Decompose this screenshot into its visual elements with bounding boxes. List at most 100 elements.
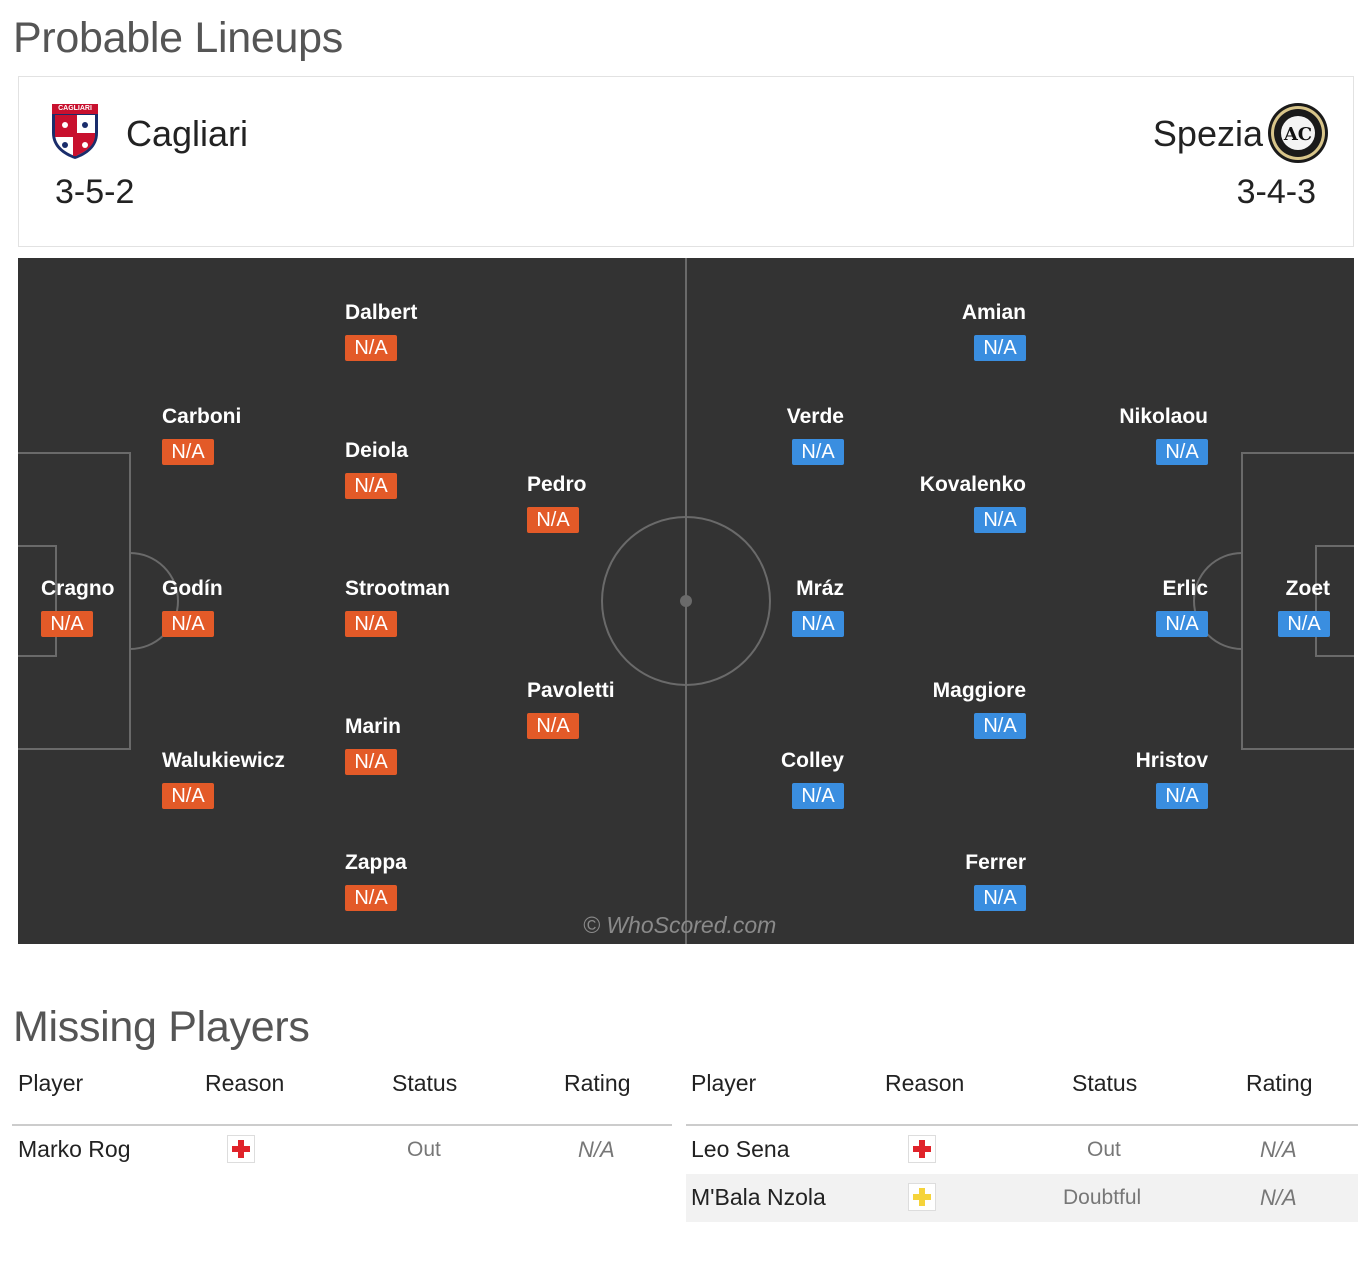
injury-red-cross-icon: [908, 1135, 936, 1163]
home-player-deiola[interactable]: Deiola N/A: [345, 439, 408, 499]
away-player-amian[interactable]: Amian N/A: [962, 301, 1026, 361]
column-header-rating[interactable]: Rating: [1246, 1070, 1313, 1096]
player-name: Marin: [345, 715, 402, 738]
player-rating-badge: N/A: [345, 885, 397, 911]
home-player-zappa[interactable]: Zappa N/A: [345, 851, 407, 911]
player-rating-badge: N/A: [1156, 611, 1208, 637]
home-formation: 3-5-2: [55, 173, 135, 211]
home-player-strootman[interactable]: Strootman N/A: [345, 577, 450, 637]
missing-player-name[interactable]: M'Bala Nzola: [691, 1184, 826, 1210]
player-rating-badge: N/A: [792, 783, 844, 809]
home-player-pedro[interactable]: Pedro N/A: [527, 473, 587, 533]
column-header-player[interactable]: Player: [691, 1070, 757, 1096]
missing-player-name[interactable]: Marko Rog: [18, 1136, 131, 1162]
missing-rating: N/A: [1260, 1185, 1297, 1210]
player-name: Deiola: [345, 439, 409, 462]
away-player-ferrer[interactable]: Ferrer N/A: [965, 851, 1026, 911]
home-player-carboni[interactable]: Carboni N/A: [162, 405, 241, 465]
doubtful-yellow-cross-icon: [908, 1183, 936, 1211]
player-name: Erlic: [1162, 577, 1208, 600]
player-name: Verde: [786, 405, 844, 428]
player-rating-badge: N/A: [1156, 783, 1208, 809]
home-player-walukiewicz[interactable]: Walukiewicz N/A: [162, 749, 285, 809]
home-missing-table: Player Reason Status Rating Marko Rog Ou…: [12, 1070, 672, 1220]
player-name: Nikolaou: [1119, 405, 1208, 428]
player-name: Maggiore: [932, 679, 1026, 702]
column-header-status[interactable]: Status: [1072, 1070, 1138, 1096]
home-player-cragno[interactable]: Cragno N/A: [41, 577, 115, 637]
missing-player-name[interactable]: Leo Sena: [691, 1136, 790, 1162]
player-name: Ferrer: [965, 851, 1026, 874]
player-name: Mráz: [796, 577, 844, 600]
player-name: Walukiewicz: [162, 749, 285, 772]
header-divider: [686, 1124, 1358, 1126]
player-name: Godín: [162, 577, 223, 600]
away-player-mraz[interactable]: Mráz N/A: [792, 577, 844, 637]
player-name: Colley: [780, 749, 844, 772]
away-player-verde[interactable]: Verde N/A: [787, 405, 844, 465]
missing-rating: N/A: [1260, 1137, 1297, 1162]
whoscored-watermark: © WhoScored.com: [583, 912, 777, 938]
cagliari-crest-icon: CAGLIARI: [49, 101, 101, 166]
player-name: Zoet: [1285, 577, 1330, 600]
away-player-zoet[interactable]: Zoet N/A: [1278, 577, 1330, 637]
player-rating-badge: N/A: [1278, 611, 1330, 637]
player-rating-badge: N/A: [345, 335, 397, 361]
away-player-nikolaou[interactable]: Nikolaou N/A: [1119, 405, 1208, 465]
home-player-pavoletti[interactable]: Pavoletti N/A: [527, 679, 615, 739]
lineups-title: Probable Lineups: [13, 14, 343, 62]
away-player-hristov[interactable]: Hristov N/A: [1136, 749, 1208, 809]
player-rating-badge: N/A: [974, 713, 1026, 739]
player-name: Cragno: [41, 577, 115, 600]
player-rating-badge: N/A: [345, 473, 397, 499]
home-player-godin[interactable]: Godín N/A: [162, 577, 223, 637]
away-player-kovalenko[interactable]: Kovalenko N/A: [920, 473, 1026, 533]
column-header-player[interactable]: Player: [18, 1070, 84, 1096]
player-name: Carboni: [162, 405, 242, 428]
table-row[interactable]: Leo Sena Out N/A: [686, 1126, 1358, 1174]
home-player-dalbert[interactable]: Dalbert N/A: [345, 301, 417, 361]
header-divider: [12, 1124, 672, 1126]
player-rating-badge: N/A: [974, 507, 1026, 533]
away-formation: 3-4-3: [1236, 173, 1316, 211]
player-rating-badge: N/A: [41, 611, 93, 637]
player-rating-badge: N/A: [527, 713, 579, 739]
home-team-name[interactable]: Cagliari: [126, 113, 249, 154]
player-rating-badge: N/A: [1156, 439, 1208, 465]
injury-red-cross-icon: [227, 1135, 255, 1163]
home-player-marin[interactable]: Marin N/A: [345, 715, 401, 775]
spezia-crest-icon: AC: [1267, 102, 1329, 169]
table-row[interactable]: Marko Rog Out N/A: [12, 1126, 672, 1174]
player-name: Zappa: [345, 851, 407, 874]
player-rating-badge: N/A: [792, 439, 844, 465]
teams-header: CAGLIARI Cagliari 3-5-2 Spezia 3-4-3 AC: [18, 76, 1354, 247]
column-header-status[interactable]: Status: [392, 1070, 458, 1096]
svg-text:AC: AC: [1283, 124, 1312, 145]
player-rating-badge: N/A: [974, 335, 1026, 361]
column-header-reason[interactable]: Reason: [885, 1070, 965, 1096]
player-rating-badge: N/A: [345, 611, 397, 637]
player-name: Pedro: [527, 473, 587, 496]
player-name: Hristov: [1135, 749, 1208, 772]
cagliari-crest-text: CAGLIARI: [58, 105, 92, 112]
player-rating-badge: N/A: [345, 749, 397, 775]
away-missing-table: Player Reason Status Rating Leo Sena Out…: [686, 1070, 1358, 1230]
away-player-erlic[interactable]: Erlic N/A: [1156, 577, 1208, 637]
player-name: Dalbert: [345, 301, 418, 324]
player-name: Pavoletti: [527, 679, 615, 702]
missing-rating: N/A: [578, 1137, 615, 1162]
away-player-colley[interactable]: Colley N/A: [781, 749, 844, 809]
player-rating-badge: N/A: [792, 611, 844, 637]
player-rating-badge: N/A: [162, 439, 214, 465]
player-name: Kovalenko: [919, 473, 1026, 496]
column-header-rating[interactable]: Rating: [564, 1070, 631, 1096]
player-name: Strootman: [345, 577, 450, 600]
table-row[interactable]: M'Bala Nzola Doubtful N/A: [686, 1174, 1358, 1222]
player-rating-badge: N/A: [527, 507, 579, 533]
missing-status: Out: [1087, 1138, 1121, 1161]
away-player-maggiore[interactable]: Maggiore N/A: [933, 679, 1026, 739]
column-header-reason[interactable]: Reason: [205, 1070, 285, 1096]
away-team-name[interactable]: Spezia: [1152, 113, 1263, 154]
missing-players-title: Missing Players: [13, 1003, 310, 1051]
pitch-markings: [18, 258, 1354, 944]
